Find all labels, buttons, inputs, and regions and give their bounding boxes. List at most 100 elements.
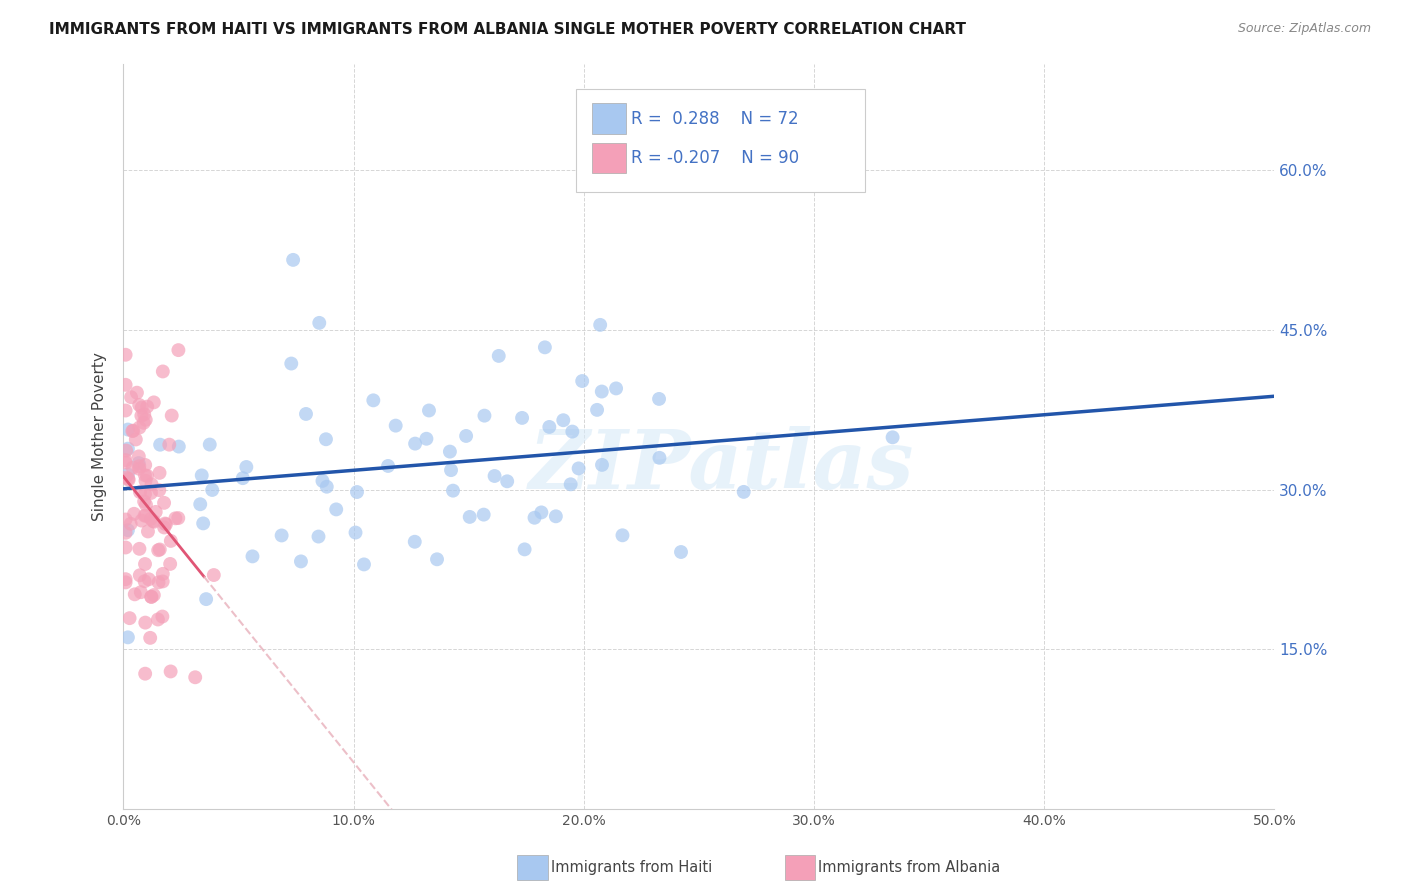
Point	[456, 429, 478, 443]
Point	[135, 474, 157, 488]
Point	[346, 485, 368, 500]
Point	[120, 516, 142, 531]
Point	[129, 585, 152, 599]
Point	[591, 384, 613, 399]
Point	[134, 458, 156, 472]
Point	[242, 549, 264, 564]
Point	[384, 418, 406, 433]
Point	[114, 456, 136, 470]
Point	[669, 545, 692, 559]
Point	[134, 615, 156, 630]
Point	[612, 528, 634, 542]
Point	[415, 432, 437, 446]
Point	[114, 525, 136, 540]
Point	[128, 459, 150, 474]
Point	[135, 413, 157, 427]
Point	[418, 403, 440, 417]
Point	[586, 403, 609, 417]
Point	[510, 411, 533, 425]
Point	[134, 666, 156, 681]
Point	[153, 516, 176, 531]
Point	[134, 468, 156, 483]
Point	[114, 572, 136, 586]
Point	[201, 483, 224, 497]
Point	[114, 470, 136, 484]
Point	[165, 511, 187, 525]
Point	[118, 473, 141, 487]
Point	[167, 440, 190, 454]
Point	[125, 433, 148, 447]
Point	[193, 516, 215, 531]
Point	[136, 524, 159, 539]
Point	[198, 437, 221, 451]
Point	[538, 420, 561, 434]
Point	[589, 318, 612, 332]
Point	[135, 498, 157, 512]
Point	[152, 574, 174, 589]
Point	[184, 670, 207, 684]
Point	[232, 471, 254, 485]
Point	[308, 316, 330, 330]
Point	[117, 423, 139, 437]
Point	[561, 425, 583, 439]
Point	[202, 568, 225, 582]
Point	[344, 525, 367, 540]
Point	[648, 450, 671, 465]
Point	[136, 400, 159, 414]
Point	[136, 468, 159, 483]
Point	[134, 487, 156, 501]
Point	[128, 456, 150, 470]
Point	[530, 505, 553, 519]
Point	[128, 420, 150, 434]
Point	[152, 566, 174, 581]
Point	[128, 398, 150, 412]
Point	[141, 590, 163, 604]
Point	[114, 403, 136, 417]
Point	[124, 587, 146, 601]
Point	[458, 510, 481, 524]
Point	[315, 480, 337, 494]
Point	[440, 463, 463, 477]
Point	[134, 574, 156, 589]
Point	[114, 377, 136, 392]
Point	[472, 508, 495, 522]
Point	[534, 340, 557, 354]
Point	[404, 534, 426, 549]
Point	[114, 541, 136, 555]
Point	[117, 523, 139, 537]
Point	[134, 408, 156, 422]
Point	[591, 458, 613, 472]
Point	[150, 609, 173, 624]
Point	[513, 542, 536, 557]
Point	[167, 343, 190, 358]
Point	[190, 468, 212, 483]
Point	[142, 514, 165, 528]
Point	[733, 484, 755, 499]
Y-axis label: Single Mother Poverty: Single Mother Poverty	[93, 352, 107, 521]
Point	[129, 485, 152, 500]
Point	[117, 631, 139, 645]
Point	[404, 436, 426, 450]
Point	[135, 508, 157, 523]
Point	[195, 592, 218, 607]
Point	[605, 381, 627, 395]
Point	[325, 502, 347, 516]
Point	[131, 401, 153, 415]
Point	[235, 460, 257, 475]
Point	[114, 348, 136, 362]
Point	[134, 557, 156, 571]
Point	[121, 424, 143, 438]
Point	[128, 450, 150, 464]
Point	[149, 438, 172, 452]
Point	[544, 509, 567, 524]
Point	[146, 612, 169, 626]
Point	[138, 572, 160, 586]
Text: ZIPatlas: ZIPatlas	[529, 426, 915, 507]
Point	[290, 554, 312, 568]
Point	[128, 541, 150, 556]
Point	[270, 528, 292, 542]
Point	[153, 520, 176, 534]
Point	[145, 505, 167, 519]
Text: R =  0.288    N = 72: R = 0.288 N = 72	[631, 110, 799, 128]
Point	[128, 461, 150, 475]
